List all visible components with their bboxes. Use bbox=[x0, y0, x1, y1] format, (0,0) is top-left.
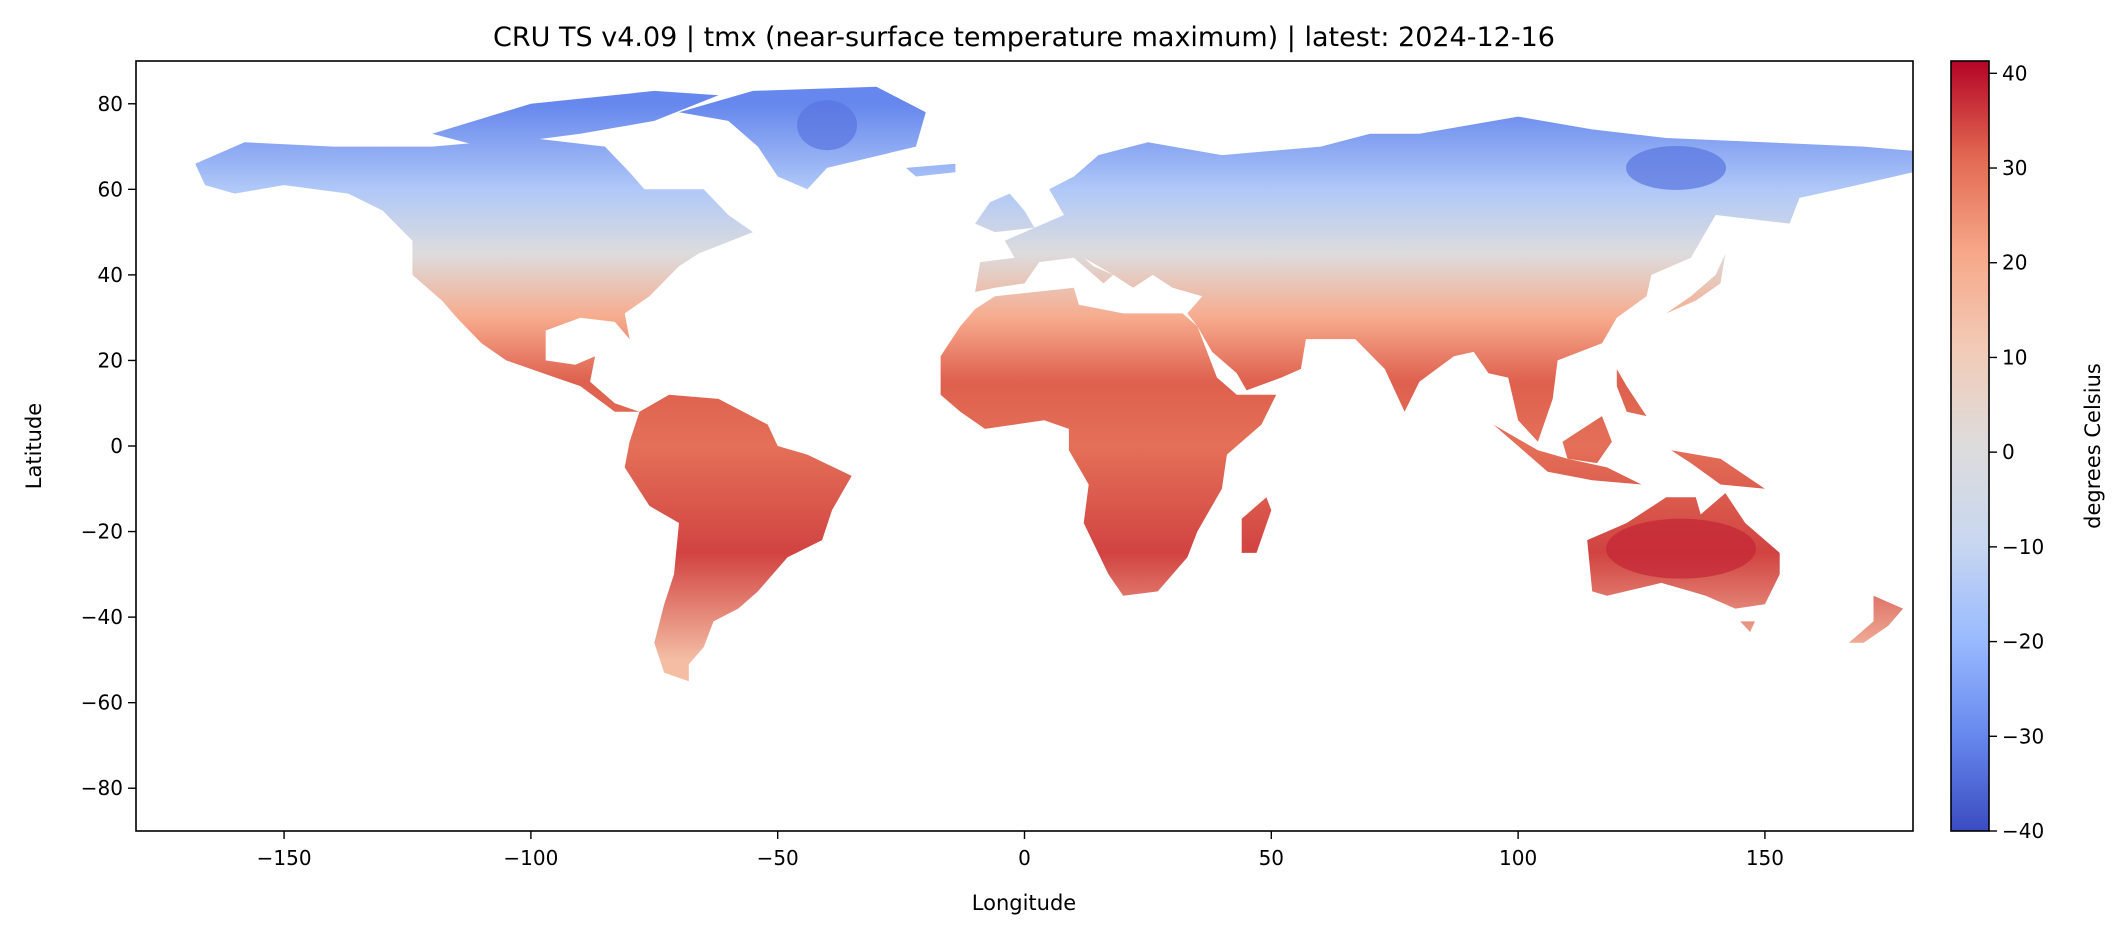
land-eurasia bbox=[975, 116, 1913, 442]
x-tick-label: −150 bbox=[257, 846, 312, 870]
colorbar bbox=[1950, 60, 1990, 832]
y-tick-label: −20 bbox=[81, 520, 123, 544]
land-tasmania bbox=[1740, 621, 1755, 633]
colorbar-tick-label: 10 bbox=[2002, 345, 2027, 369]
colorbar-tick-label: −30 bbox=[2002, 724, 2044, 748]
land-madagascar bbox=[1241, 497, 1272, 553]
y-tick-label: 0 bbox=[110, 434, 123, 458]
hot-core-australia bbox=[1606, 518, 1757, 579]
colorbar-tick-label: −10 bbox=[2002, 535, 2044, 559]
y-tick-label: 60 bbox=[98, 177, 123, 201]
y-tick-label: −80 bbox=[81, 776, 123, 800]
x-axis-label: Longitude bbox=[972, 891, 1076, 915]
colorbar-label: degrees Celsius bbox=[2081, 363, 2105, 529]
y-tick-label: 20 bbox=[98, 348, 123, 372]
x-tick-label: −100 bbox=[503, 846, 558, 870]
x-tick-label: 150 bbox=[1746, 846, 1784, 870]
colorbar-tick-label: −20 bbox=[2002, 630, 2044, 654]
land-arctic-islands bbox=[432, 90, 719, 147]
land-borneo bbox=[1562, 416, 1612, 464]
y-tick-label: 40 bbox=[98, 263, 123, 287]
land-philippines bbox=[1616, 369, 1647, 417]
x-tick-label: 0 bbox=[1018, 846, 1031, 870]
cold-core-greenland bbox=[797, 100, 858, 151]
x-axis: −150 −100 −50 0 50 100 150 bbox=[257, 831, 1784, 870]
colorbar-ticks: 40 30 20 10 0 −10 −20 −30 −40 bbox=[1989, 61, 2044, 843]
colorbar-tick-label: 20 bbox=[2002, 251, 2027, 275]
colorbar-tick-label: 0 bbox=[2002, 440, 2015, 464]
x-tick-label: 50 bbox=[1259, 846, 1284, 870]
land-new-zealand bbox=[1848, 595, 1904, 643]
land-africa bbox=[940, 287, 1277, 596]
y-tick-label: −40 bbox=[81, 605, 123, 629]
land-iceland bbox=[906, 163, 956, 177]
land-south-america bbox=[624, 394, 852, 682]
land-japan bbox=[1666, 253, 1726, 314]
y-tick-label: 80 bbox=[98, 92, 123, 116]
land-british-isles bbox=[975, 193, 1035, 233]
y-axis-label: Latitude bbox=[22, 403, 46, 489]
land-indonesia bbox=[1493, 424, 1642, 485]
x-tick-label: 100 bbox=[1499, 846, 1537, 870]
temperature-map bbox=[195, 86, 1913, 682]
colorbar-tick-label: −40 bbox=[2002, 819, 2044, 843]
chart-title: CRU TS v4.09 | tmx (near-surface tempera… bbox=[493, 22, 1555, 53]
colorbar-tick-label: 30 bbox=[2002, 156, 2027, 180]
y-tick-label: −60 bbox=[81, 691, 123, 715]
cold-core-siberia bbox=[1626, 145, 1727, 190]
y-axis: 80 60 40 20 0 −20 −40 −60 −80 bbox=[81, 92, 136, 800]
land-north-america bbox=[195, 138, 753, 412]
x-tick-label: −50 bbox=[757, 846, 799, 870]
land-new-guinea bbox=[1671, 450, 1765, 489]
colorbar-tick-label: 40 bbox=[2002, 61, 2027, 85]
